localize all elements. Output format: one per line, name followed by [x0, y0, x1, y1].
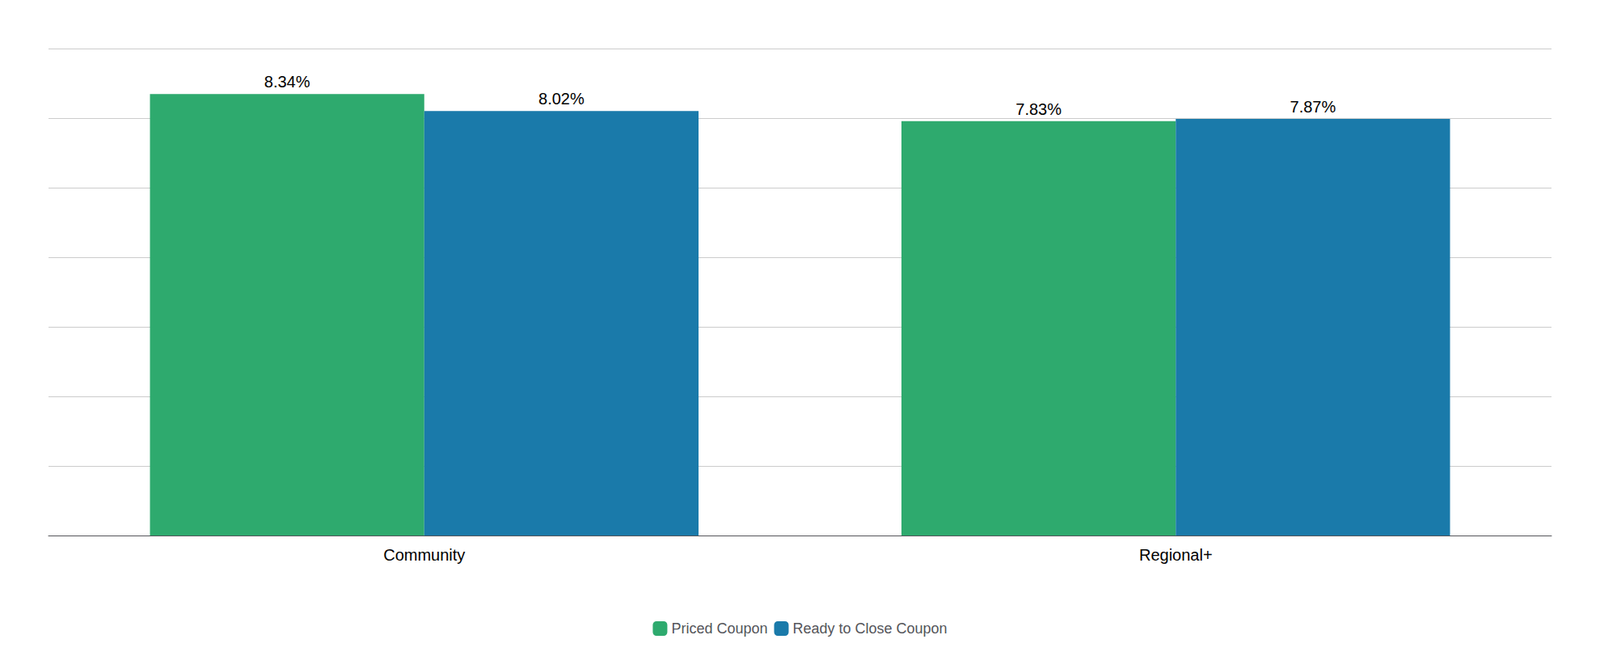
svg-text:Regional+: Regional+ [1139, 545, 1213, 564]
svg-text:Priced Coupon: Priced Coupon [671, 620, 768, 637]
svg-text:8.02%: 8.02% [538, 89, 585, 108]
svg-text:Community: Community [383, 545, 465, 564]
svg-text:7.87%: 7.87% [1290, 97, 1337, 116]
svg-text:7.83%: 7.83% [1015, 100, 1062, 119]
svg-text:Ready to Close Coupon: Ready to Close Coupon [792, 620, 947, 637]
svg-text:8.34%: 8.34% [264, 72, 311, 91]
